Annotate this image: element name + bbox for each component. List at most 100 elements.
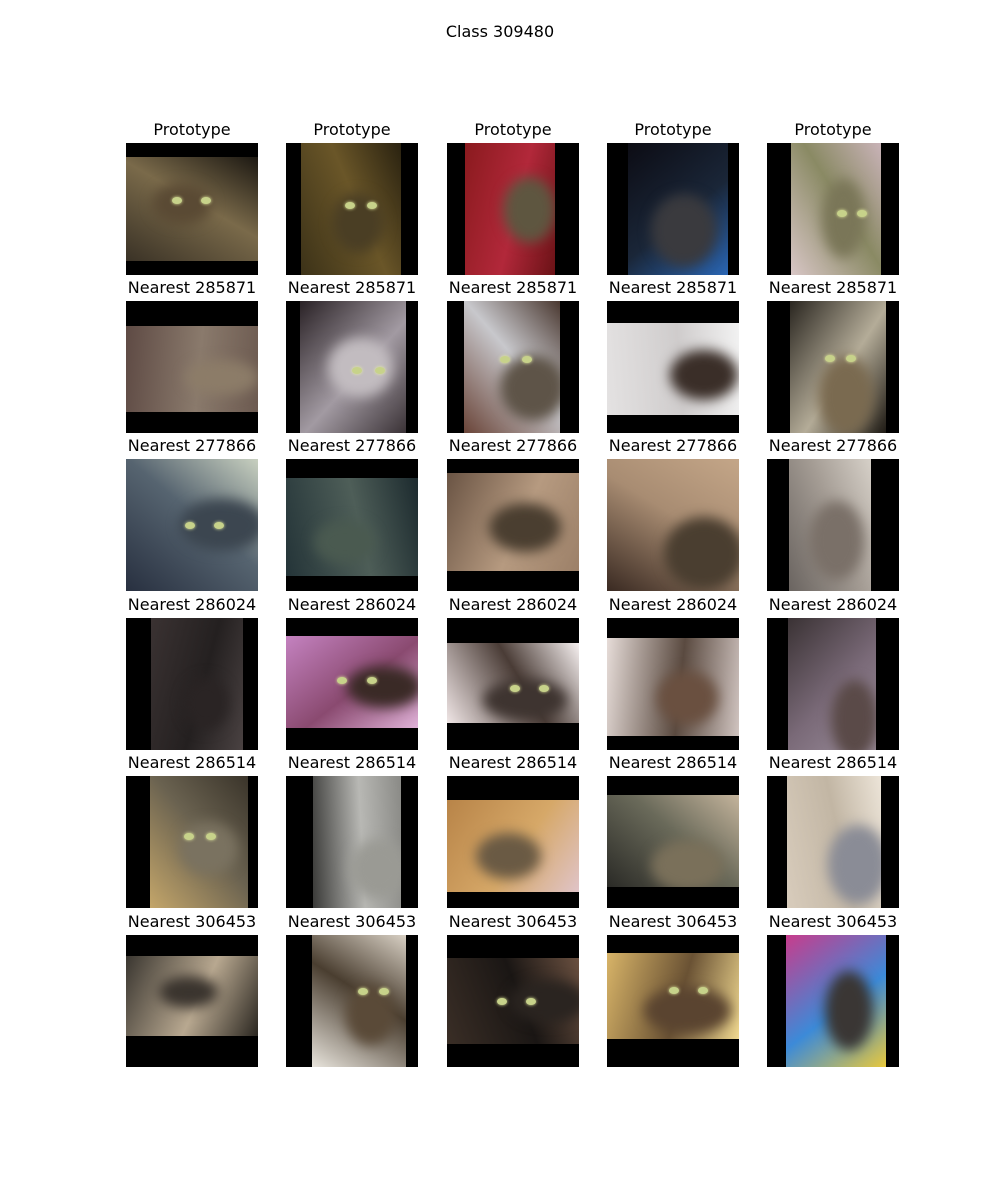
cat-photo-icon: [789, 459, 871, 591]
grid-cell: Nearest 285871: [767, 278, 899, 434]
cat-photo-icon: [788, 618, 876, 750]
cat-shape: [183, 677, 230, 731]
grid-cell: Nearest 286514: [767, 753, 899, 909]
cell-label: Nearest 285871: [287, 278, 417, 297]
grid-cell: Nearest 286024: [126, 595, 258, 751]
cat-photo-icon: [447, 473, 579, 571]
grid-cell: Nearest 286024: [607, 595, 739, 751]
cat-thumbnail: [767, 459, 899, 591]
cat-thumbnail: [767, 143, 899, 275]
cell-label: Nearest 306453: [448, 912, 578, 931]
grid-cell: Prototype: [767, 120, 899, 276]
cat-thumbnail: [607, 776, 739, 908]
cell-label: Prototype: [634, 120, 712, 139]
cell-label: Nearest 286024: [448, 595, 578, 614]
cat-eye: [367, 202, 377, 210]
grid-cell: Nearest 286514: [607, 753, 739, 909]
cat-photo-icon: [150, 776, 248, 908]
grid-cell: Prototype: [286, 120, 418, 276]
cat-thumbnail: [126, 143, 258, 275]
cat-thumbnail: [607, 618, 739, 750]
cat-shape: [650, 840, 725, 887]
cat-photo-icon: [151, 618, 243, 750]
cat-photo-icon: [787, 776, 881, 908]
grid-cell: Nearest 277866: [767, 436, 899, 592]
cat-eye: [351, 367, 362, 374]
grid-cell: Prototype: [126, 120, 258, 276]
cat-photo-icon: [607, 638, 739, 736]
grid-cell: Nearest 285871: [447, 278, 579, 434]
cat-shape: [509, 980, 579, 1024]
cat-thumbnail: [767, 301, 899, 433]
cat-shape: [657, 671, 718, 726]
cell-label: Nearest 285871: [768, 278, 898, 297]
cat-shape: [821, 178, 865, 258]
grid-cell: Nearest 286024: [767, 595, 899, 751]
grid-cell: Nearest 306453: [607, 912, 739, 1068]
cat-thumbnail: [126, 776, 258, 908]
cell-label: Prototype: [794, 120, 872, 139]
cat-thumbnail: [286, 776, 418, 908]
cell-label: Prototype: [474, 120, 552, 139]
cell-label: Nearest 277866: [608, 436, 738, 455]
cell-label: Nearest 286024: [768, 595, 898, 614]
cat-eye: [337, 677, 348, 685]
grid-cell: Prototype: [607, 120, 739, 276]
cat-eye: [358, 987, 369, 995]
grid-cell: Nearest 286514: [126, 753, 258, 909]
grid-cell: Nearest 277866: [286, 436, 418, 592]
grid-cell: Nearest 277866: [126, 436, 258, 592]
cat-shape: [499, 355, 560, 422]
cat-photo-icon: [126, 157, 258, 261]
cat-thumbnail: [607, 143, 739, 275]
cat-shape: [489, 503, 561, 553]
cell-label: Nearest 277866: [448, 436, 578, 455]
cat-thumbnail: [126, 618, 258, 750]
cell-label: Nearest 286024: [608, 595, 738, 614]
cell-label: Nearest 277866: [287, 436, 417, 455]
cat-shape: [670, 349, 738, 401]
cat-eye: [497, 998, 508, 1006]
cat-thumbnail: [607, 459, 739, 591]
cell-label: Prototype: [153, 120, 231, 139]
cell-label: Nearest 286514: [448, 753, 578, 772]
cell-label: Nearest 306453: [608, 912, 738, 931]
cat-shape: [476, 833, 541, 880]
cat-eye: [510, 684, 521, 692]
cat-photo-icon: [126, 459, 258, 591]
grid-cell: Nearest 286024: [286, 595, 418, 751]
cat-photo-icon: [447, 800, 579, 892]
cat-eye: [378, 987, 389, 995]
cat-eye: [845, 355, 856, 363]
grid-cell: Nearest 306453: [767, 912, 899, 1068]
grid-cell: Nearest 286514: [286, 753, 418, 909]
cat-photo-icon: [464, 301, 560, 433]
cell-label: Nearest 286514: [287, 753, 417, 772]
cat-eye: [669, 986, 680, 994]
cat-thumbnail: [286, 935, 418, 1067]
cell-label: Nearest 306453: [127, 912, 257, 931]
cat-thumbnail: [447, 618, 579, 750]
cat-thumbnail: [767, 776, 899, 908]
cell-label: Nearest 286514: [768, 753, 898, 772]
cat-photo-icon: [628, 143, 728, 275]
grid-cell: Nearest 277866: [607, 436, 739, 592]
cell-label: Nearest 277866: [768, 436, 898, 455]
cat-eye: [201, 196, 212, 204]
grid-cell: Nearest 285871: [126, 278, 258, 434]
cat-photo-icon: [607, 795, 739, 887]
cat-thumbnail: [286, 143, 418, 275]
cat-eye: [172, 196, 183, 204]
grid-cell: Prototype: [447, 120, 579, 276]
cat-photo-icon: [447, 958, 579, 1044]
cell-label: Nearest 286024: [127, 595, 257, 614]
cat-thumbnail: [447, 301, 579, 433]
cat-shape: [643, 986, 732, 1034]
cat-photo-icon: [313, 776, 401, 908]
cat-photo-icon: [312, 935, 406, 1067]
cat-photo-icon: [126, 326, 258, 412]
cell-label: Nearest 286024: [287, 595, 417, 614]
cat-shape: [313, 520, 376, 565]
cat-shape: [346, 666, 418, 708]
cat-eye: [500, 356, 511, 364]
